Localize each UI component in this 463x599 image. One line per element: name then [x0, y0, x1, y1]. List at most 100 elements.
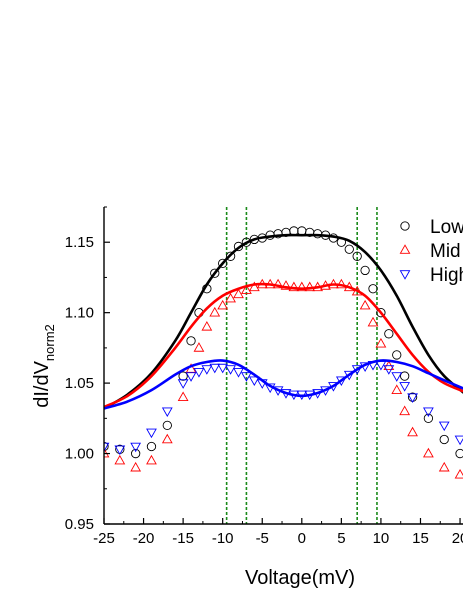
point-low-5 — [178, 371, 188, 381]
x-tick-label: 0 — [298, 530, 306, 547]
legend: Low Mid High — [399, 217, 463, 286]
x-tick-label: -5 — [256, 530, 269, 547]
point-mid-2 — [130, 461, 142, 472]
point-low-31 — [384, 329, 394, 339]
point-mid-30 — [375, 337, 387, 348]
point-mid-19 — [288, 281, 300, 292]
point-mid-33 — [399, 405, 411, 416]
fit-line-mid — [104, 282, 463, 409]
y-axis-title: dI/dVnorm2 — [31, 324, 57, 408]
point-low-10 — [218, 258, 228, 269]
x-tick-label: -20 — [133, 530, 155, 547]
point-low-33 — [400, 371, 410, 381]
point-mid-9 — [209, 306, 221, 317]
point-high-32 — [391, 372, 403, 382]
point-high-33 — [399, 382, 411, 392]
x-tick-label: 10 — [373, 530, 390, 547]
point-mid-7 — [193, 342, 205, 352]
point-low-36 — [439, 434, 449, 445]
point-high-9 — [209, 363, 221, 374]
point-low-27 — [352, 251, 362, 261]
point-high-1 — [114, 445, 126, 456]
y-tick-label: 1.05 — [65, 375, 94, 392]
series-low — [104, 226, 463, 459]
y-tick-label: 0.95 — [65, 516, 94, 533]
point-low-28 — [360, 265, 370, 276]
point-mid-0 — [104, 447, 110, 458]
point-low-35 — [423, 413, 434, 423]
legend-marker-mid — [399, 244, 411, 254]
point-low-11 — [225, 251, 236, 261]
point-high-36 — [438, 421, 450, 432]
plot-area — [104, 207, 463, 524]
x-tick-label: 5 — [337, 530, 345, 547]
plot-clip-group — [104, 207, 463, 524]
point-high-7 — [193, 368, 205, 378]
point-high-34 — [407, 393, 418, 403]
x-tick-label: -10 — [212, 530, 234, 547]
point-low-26 — [344, 244, 354, 254]
point-high-3 — [146, 428, 157, 439]
point-mid-21 — [304, 281, 316, 292]
point-mid-3 — [146, 454, 157, 465]
point-mid-1 — [114, 454, 126, 465]
point-low-32 — [392, 350, 402, 360]
point-mid-37 — [454, 468, 463, 479]
point-low-6 — [186, 336, 196, 346]
legend-label-mid: Mid — [430, 241, 461, 262]
y-axis-title-sub: norm2 — [42, 324, 57, 361]
point-mid-32 — [391, 384, 403, 394]
point-high-5 — [177, 379, 189, 389]
point-mid-18 — [280, 280, 292, 290]
point-mid-36 — [438, 461, 450, 472]
axes: -25 -20 -15 -10 -5 0 5 10 15 20 0.95 1.00 1.05 1.10 1.… — [65, 206, 463, 547]
point-mid-29 — [367, 316, 379, 327]
point-high-4 — [161, 407, 173, 418]
point-low-30 — [376, 308, 386, 318]
legend-marker-low — [400, 221, 410, 231]
point-high-35 — [423, 407, 434, 418]
point-low-9 — [210, 268, 220, 278]
point-high-37 — [454, 435, 463, 446]
point-high-12 — [233, 368, 244, 378]
y-axis-title-main: dI/dV — [31, 360, 53, 407]
point-high-8 — [201, 365, 213, 375]
legend-label-low: Low — [430, 217, 463, 238]
point-mid-17 — [272, 278, 284, 289]
point-mid-4 — [161, 433, 173, 444]
x-tick-label: 20 — [452, 530, 463, 547]
legend-label-high: High — [430, 265, 463, 286]
series-mid — [104, 278, 463, 479]
x-tick-label: -15 — [172, 530, 194, 547]
point-mid-34 — [407, 426, 418, 437]
y-tick-label: 1.15 — [65, 234, 94, 251]
point-high-31 — [383, 365, 395, 375]
point-high-0 — [104, 442, 110, 453]
point-mid-11 — [225, 292, 236, 303]
point-mid-5 — [177, 391, 189, 402]
point-mid-28 — [359, 299, 371, 310]
x-tick-label: 15 — [412, 530, 429, 547]
point-high-14 — [248, 376, 260, 387]
point-low-4 — [162, 420, 172, 431]
point-mid-14 — [248, 281, 260, 292]
point-high-10 — [217, 363, 229, 374]
point-low-2 — [130, 448, 141, 459]
point-mid-20 — [296, 281, 308, 292]
point-high-6 — [185, 372, 197, 382]
point-low-3 — [146, 441, 157, 452]
x-axis-title: Voltage(mV) — [245, 567, 355, 589]
point-low-37 — [455, 448, 463, 459]
y-tick-label: 1.10 — [65, 305, 94, 322]
point-mid-10 — [217, 299, 229, 310]
fit-line-high — [104, 359, 463, 410]
point-high-2 — [130, 442, 142, 453]
point-mid-13 — [241, 284, 252, 294]
fit-line-low — [104, 233, 463, 410]
point-low-29 — [368, 284, 378, 294]
point-mid-35 — [423, 447, 434, 458]
point-high-13 — [241, 372, 252, 382]
point-mid-12 — [233, 288, 244, 299]
point-high-11 — [225, 365, 236, 375]
